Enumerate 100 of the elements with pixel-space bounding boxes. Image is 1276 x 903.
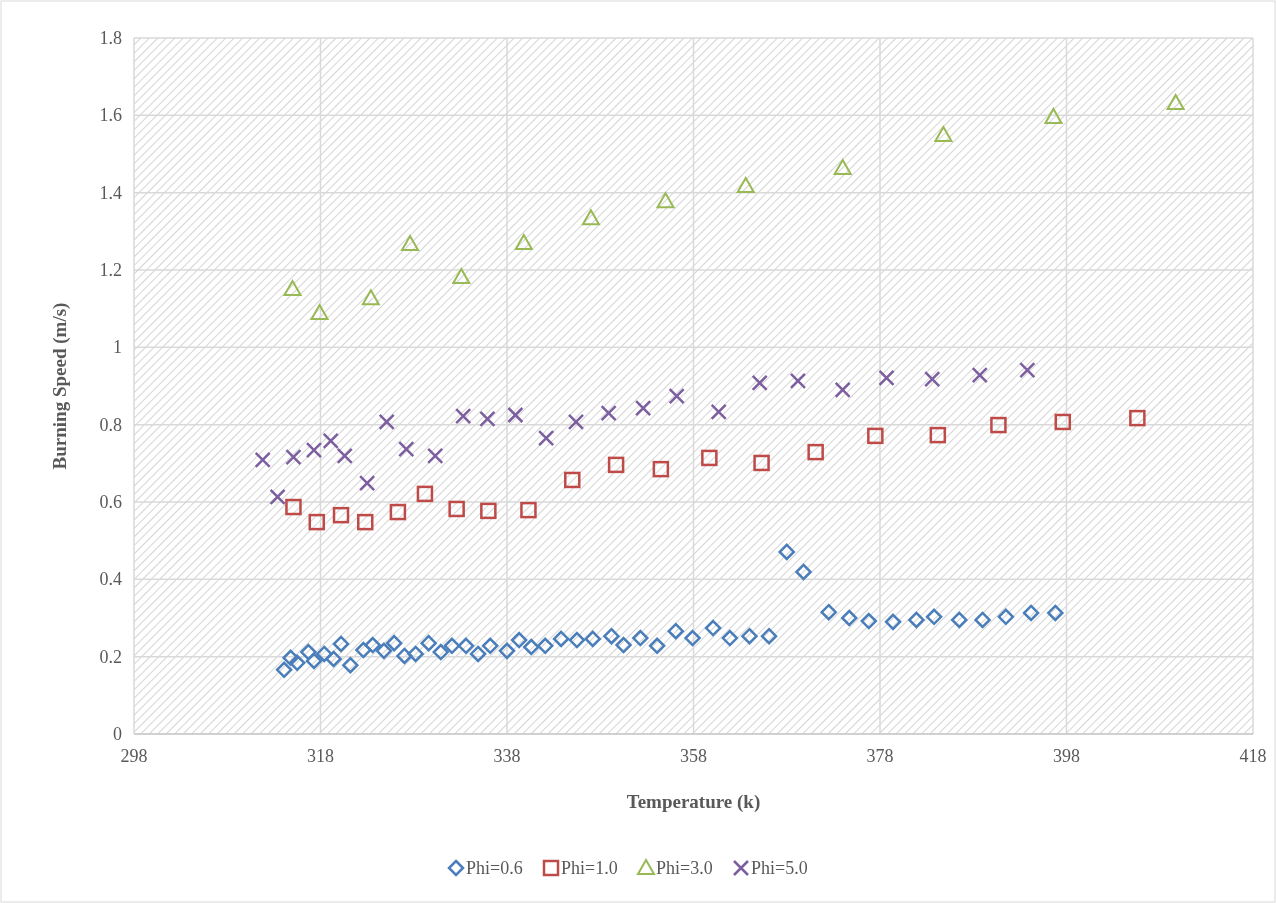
y-tick-label: 1.2 [99,260,122,280]
point [820,603,837,621]
point [1166,93,1185,110]
point [269,488,286,506]
point [378,413,395,431]
y-tick-label: 1 [113,337,122,358]
point [520,501,537,519]
point [668,387,685,405]
point [974,611,991,629]
point [364,636,381,654]
point [375,642,393,660]
y-tick-label: 0 [113,724,122,744]
y-tick-label: 0.8 [99,414,122,435]
point [741,627,758,645]
point [568,631,586,649]
point [564,471,581,489]
point [1054,413,1072,431]
point [710,403,727,421]
y-tick-label: 1.6 [99,105,122,126]
point [407,645,424,663]
point [426,447,444,465]
point [951,611,968,629]
point [990,416,1007,434]
point [514,233,533,250]
point [420,634,437,652]
point [315,645,333,663]
point [807,443,824,461]
y-axis-title: Burning Speed (m/s) [49,302,71,470]
point [925,608,943,626]
point [401,235,420,252]
y-tick-label: 1.4 [99,182,122,203]
point [285,448,302,466]
point [648,637,666,655]
point [778,543,795,561]
point [510,631,528,649]
point [358,474,376,492]
point [908,611,925,629]
point [416,485,434,503]
x-tick-label: 398 [1053,746,1080,766]
point [498,642,516,660]
point [997,608,1015,626]
point [385,634,403,652]
point [336,447,353,465]
point [751,374,768,392]
point [704,619,722,637]
point [254,451,271,469]
point [300,643,317,661]
point [308,513,326,531]
point [884,613,902,631]
x-tick-label: 378 [866,746,894,766]
point [537,429,555,447]
point [634,399,652,417]
point [342,656,359,674]
point [275,661,293,679]
point [656,192,675,209]
point [736,177,755,194]
point [479,410,496,428]
point [480,502,497,520]
point [923,370,941,388]
point [389,503,407,521]
point [878,369,895,387]
point [536,637,554,655]
point [971,366,989,384]
point [603,627,620,645]
y-tick-label: 0.4 [99,569,122,590]
x-tick-label: 358 [680,746,707,766]
x-tick-label: 418 [1239,746,1267,766]
point [607,456,625,474]
point [867,427,884,445]
point [322,432,340,450]
point [760,627,778,645]
x-tick-label: 338 [493,746,521,766]
point [283,279,302,296]
legend-label: Phi=5.0 [751,858,808,878]
point [285,498,302,516]
point [1044,107,1063,124]
point [305,652,323,670]
point [310,303,329,320]
point [1019,361,1036,379]
point [721,629,739,647]
point [355,641,372,659]
point [567,413,585,431]
point [452,267,471,284]
x-axis-title: Temperature (k) [626,791,761,813]
point [396,647,413,665]
point [481,637,499,655]
point [632,629,649,647]
point [701,449,718,467]
point [652,460,670,478]
point [840,609,858,627]
point [288,654,306,672]
point [357,513,374,531]
point [448,500,465,518]
point [398,440,415,458]
point [332,506,350,524]
legend-label: Phi=3.0 [656,858,713,878]
point [1022,604,1040,622]
x-tick-label: 318 [307,746,334,766]
point [1129,409,1146,427]
point [282,649,299,667]
